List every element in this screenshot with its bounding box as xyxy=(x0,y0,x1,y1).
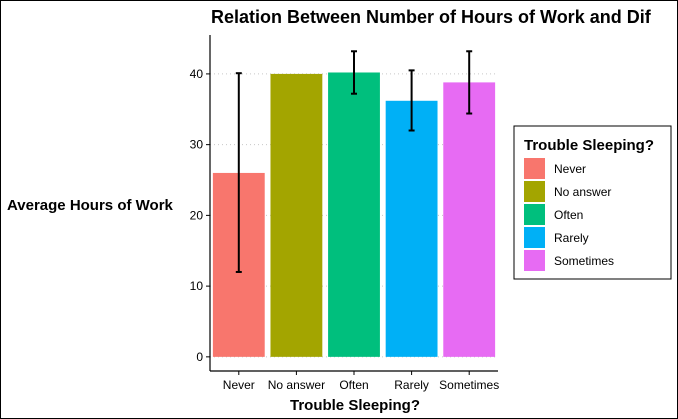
legend-items: Never No answer Often Rarely Sometimes xyxy=(524,158,614,271)
x-tick-label: Sometimes xyxy=(439,378,499,392)
legend-swatch xyxy=(524,250,545,271)
legend-label: Never xyxy=(554,162,586,176)
legend-swatch xyxy=(524,204,545,225)
x-tick-label: Often xyxy=(339,378,368,392)
y-tick-label: 10 xyxy=(190,279,204,293)
error-bars xyxy=(235,50,473,273)
y-tick-label: 20 xyxy=(190,208,204,222)
x-axis-title: Trouble Sleeping? xyxy=(290,397,420,414)
y-axis-title: Average Hours of Work xyxy=(7,197,174,214)
legend-label: Often xyxy=(554,208,583,222)
y-tick-label: 30 xyxy=(190,138,204,152)
bar xyxy=(385,100,438,357)
x-tick-label: No answer xyxy=(268,378,325,392)
legend-label: No answer xyxy=(554,185,611,199)
bars xyxy=(212,72,496,357)
legend-title: Trouble Sleeping? xyxy=(524,137,654,154)
legend-swatch xyxy=(524,158,545,179)
bar xyxy=(443,82,496,357)
legend-swatch xyxy=(524,227,545,248)
chart-title: Relation Between Number of Hours of Work… xyxy=(211,7,652,27)
legend-swatch xyxy=(524,181,545,202)
axes: 0 10 20 30 40 Never No answer Often Rarely Someti… xyxy=(190,35,499,392)
bar xyxy=(328,72,380,357)
x-tick-label: Rarely xyxy=(394,378,429,392)
bar xyxy=(270,73,323,357)
y-tick-label: 0 xyxy=(196,350,203,364)
y-tick-label: 40 xyxy=(190,67,204,81)
legend: Trouble Sleeping? Never No answer Often Rar… xyxy=(513,125,672,280)
x-tick-label: Never xyxy=(223,378,255,392)
legend-label: Sometimes xyxy=(554,254,614,268)
legend-label: Rarely xyxy=(554,231,589,245)
